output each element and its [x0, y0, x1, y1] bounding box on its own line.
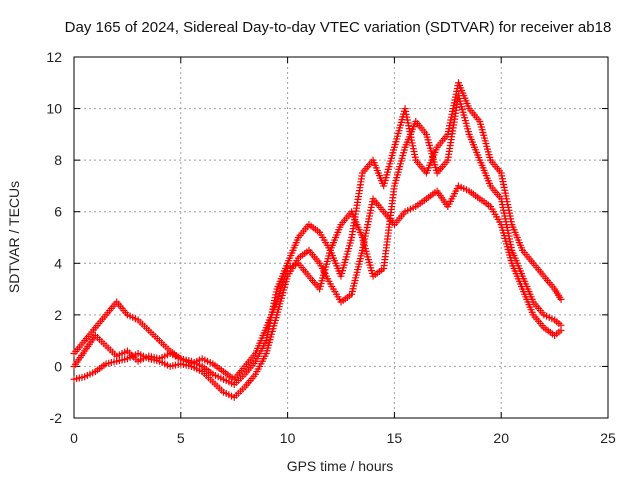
- x-tick-label: 10: [280, 430, 296, 446]
- y-tick-label: 10: [46, 101, 62, 117]
- y-tick-label: 4: [54, 255, 62, 271]
- x-tick-label: 20: [493, 430, 509, 446]
- y-axis-label: SDTVAR / TECUs: [6, 181, 22, 293]
- x-tick-label: 0: [70, 430, 78, 446]
- y-tick-label: 0: [54, 358, 62, 374]
- data-point: [557, 321, 565, 329]
- x-tick-label: 25: [600, 430, 616, 446]
- data-points: [70, 79, 565, 401]
- axis-ticks: 0 5 10 15 20 25 -2 0 2 4 6 8 10 12: [46, 49, 616, 446]
- y-tick-label: 8: [54, 152, 62, 168]
- series-3: [70, 92, 565, 383]
- data-point: [557, 295, 565, 303]
- grid-lines: [74, 57, 608, 418]
- series-2: [70, 79, 565, 388]
- y-tick-label: 12: [46, 49, 62, 65]
- y-tick-label: 6: [54, 204, 62, 220]
- x-tick-label: 15: [387, 430, 403, 446]
- plot-frame: [73, 56, 609, 419]
- chart-title: Day 165 of 2024, Sidereal Day-to-day VTE…: [65, 19, 612, 36]
- y-tick-label: 2: [54, 307, 62, 323]
- x-axis-label: GPS time / hours: [287, 458, 394, 474]
- y-tick-label: -2: [50, 410, 63, 426]
- x-tick-label: 5: [177, 430, 185, 446]
